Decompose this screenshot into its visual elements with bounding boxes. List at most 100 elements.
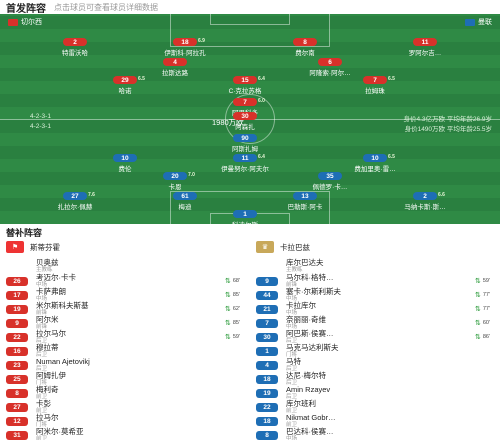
- substitution-icon: ⇅: [474, 278, 481, 285]
- player-name: 卡恩: [168, 184, 182, 191]
- away-player-8[interactable]: 61 梅迪: [155, 192, 215, 211]
- substitution-icon: ⇅: [474, 334, 481, 341]
- away-sub-row[interactable]: 1 马克马达利斯夫 门将: [256, 344, 496, 358]
- substitution-icon: ⇅: [474, 292, 481, 299]
- player-name: 梅迪: [178, 204, 192, 211]
- home-player-7[interactable]: 29 6.5 哈诺: [95, 76, 155, 95]
- sub-number: 22: [6, 332, 28, 342]
- away-sub-row[interactable]: 21 卡拉库尔 中场 ⇅ 77': [256, 302, 496, 316]
- jersey-number: 61: [173, 192, 197, 200]
- sub-position: 前锋: [36, 309, 48, 316]
- home-team-label[interactable]: 切尔西: [8, 17, 42, 27]
- sub-number: 30: [256, 332, 278, 342]
- home-sub-row[interactable]: 23 Numan Ajetovikj 后卫: [6, 358, 246, 372]
- home-player-11[interactable]: 30 阿森扎: [215, 112, 275, 131]
- sub-name: 奈丽丽·奇维: [286, 315, 326, 324]
- jersey-number: 10 6.5: [363, 154, 395, 162]
- away-player-1[interactable]: 90 阿斯扎姆: [215, 134, 275, 153]
- away-sub-row[interactable]: 8 巴达科·侯赛… 中场: [256, 428, 496, 440]
- home-sub-row[interactable]: 27 卡彭 前卫: [6, 400, 246, 414]
- home-sub-row[interactable]: 19 米尔斯科夫斯基 前锋 ⇅ 62': [6, 302, 246, 316]
- home-manager-row[interactable]: ⚑ 斯蒂芬霍: [6, 236, 246, 258]
- home-sub-row[interactable]: 25 阿姆扎伊 门将: [6, 372, 246, 386]
- player-name: 巴勒斯·阿卡: [287, 204, 323, 211]
- sub-number: 12: [6, 416, 28, 426]
- home-player-5[interactable]: 4 拉斯达路: [145, 58, 205, 77]
- home-player-3[interactable]: 8 费尔南: [275, 38, 335, 57]
- away-player-6[interactable]: 35 佩德罗·卡…: [300, 172, 360, 191]
- player-name: 扎拉尔·佩赫: [57, 204, 93, 211]
- sub-event: ⇅ 77': [475, 305, 490, 313]
- away-sub-row[interactable]: 18 达尼·梅尔特 后卫: [256, 372, 496, 386]
- away-player-7[interactable]: 27 7.6 扎拉尔·佩赫: [45, 192, 105, 211]
- substitution-icon: ⇅: [224, 334, 231, 341]
- player-name: 伊曼努尔·阿夫尔: [221, 166, 269, 173]
- page-title: 首发阵容: [6, 3, 46, 15]
- sub-minute: 60': [482, 320, 490, 326]
- jersey-number: 7 6.0: [233, 98, 265, 106]
- home-player-6[interactable]: 6 阿隆索·阿尔…: [300, 58, 360, 77]
- player-name: 阿斯扎姆: [232, 146, 258, 153]
- sub-position: 前锋: [286, 281, 298, 288]
- sub-number: 9: [6, 318, 28, 328]
- away-player-10[interactable]: 2 6.6 马纳卡斯·斯…: [395, 192, 455, 211]
- sub-position: 前卫: [36, 407, 48, 414]
- player-name: 费加里奥·雷…: [354, 166, 396, 173]
- away-sub-row[interactable]: 7 奈丽丽·奇维 中场 ⇅ 60': [256, 316, 496, 330]
- sub-number: 18: [256, 416, 278, 426]
- sub-minute: 85': [232, 320, 240, 326]
- home-player-9[interactable]: 7 6.5 拉姆珠: [345, 76, 405, 95]
- jersey-number: 15 6.4: [233, 76, 265, 84]
- home-player-1[interactable]: 2 特雷沃哈: [45, 38, 105, 57]
- jersey-number: 11 6.4: [233, 154, 265, 162]
- jersey-number: 4: [163, 58, 187, 66]
- sub-event: ⇅ 86': [475, 333, 490, 341]
- home-sub-row[interactable]: 8 梅利奇 前卫: [6, 386, 246, 400]
- jersey-number: 1: [233, 210, 257, 218]
- sub-position: 门将: [36, 421, 48, 428]
- away-sub-row[interactable]: 9 马尔科·格特… 前锋 ⇅ 59': [256, 274, 496, 288]
- player-name: 罗阿尔吉…: [408, 50, 442, 57]
- away-sub-row[interactable]: 30 阿巴斯·侯赛… 后卫 ⇅ 86': [256, 330, 496, 344]
- home-sub-row[interactable]: 12 拉马尔 门将: [6, 414, 246, 428]
- home-sub-row[interactable]: 17 卡萨弗朗 中场 ⇅ 85': [6, 288, 246, 302]
- home-player-8[interactable]: 15 6.4 C·克拉苏格: [215, 76, 275, 95]
- sub-event: ⇅ 60': [475, 319, 490, 327]
- home-player-4[interactable]: 11 罗阿尔吉…: [395, 38, 455, 57]
- home-sub-row[interactable]: 22 拉尔马尔 后卫 ⇅ 59': [6, 330, 246, 344]
- sub-position: 后卫: [286, 393, 298, 400]
- substitutes-section: 替补阵容 ⚑ 斯蒂芬霍 贝奥兹 主教练 26 考迈尔·卡卡 中场 ⇅ 68' 17 卡萨弗朗…: [0, 224, 500, 440]
- away-player-2[interactable]: 10 费伦: [95, 154, 155, 173]
- player-rating: 7.6: [88, 192, 95, 198]
- sub-name: 卡彭: [36, 399, 51, 408]
- away-player-4[interactable]: 10 6.5 费加里奥·雷…: [345, 154, 405, 173]
- player-name: 阿森扎: [235, 124, 255, 131]
- home-sub-row[interactable]: 31 阿米尔·莫希亚 前卫: [6, 428, 246, 440]
- away-player-9[interactable]: 13 巴勒斯·阿卡: [275, 192, 335, 211]
- home-coach-row[interactable]: 贝奥兹 主教练: [6, 258, 246, 274]
- away-sub-row[interactable]: 4 马特 后卫: [256, 358, 496, 372]
- away-sub-row[interactable]: 22 库尔班利 前卫: [256, 400, 496, 414]
- sub-event: ⇅ 68': [225, 277, 240, 285]
- away-manager-name: 卡拉巴兹: [280, 242, 310, 252]
- away-coach-name: 库尔巴达夫: [286, 258, 324, 267]
- home-player-2[interactable]: 18 6.9 伊斯科·阿拉孔: [155, 38, 215, 57]
- player-rating: 6.5: [388, 154, 395, 160]
- away-player-11[interactable]: 1科迪尔斯: [215, 210, 275, 224]
- sub-name: 阿尔米: [36, 315, 59, 324]
- sub-number: 8: [256, 430, 278, 440]
- substitution-icon: ⇅: [474, 320, 481, 327]
- away-sub-row[interactable]: 44 塞卡·尔斯利斯夫 中场 ⇅ 77': [256, 288, 496, 302]
- home-sub-row[interactable]: 16 穆拉蒂 后卫: [6, 344, 246, 358]
- away-team-label[interactable]: 曼联: [465, 17, 492, 27]
- away-sub-row[interactable]: 18 Nikmat Gobr… 前卫: [256, 414, 496, 428]
- away-player-3[interactable]: 11 6.4 伊曼努尔·阿夫尔: [215, 154, 275, 173]
- away-manager-row[interactable]: ♛ 卡拉巴兹: [256, 236, 496, 258]
- away-sub-row[interactable]: 19 Amin Rzayev 后卫: [256, 386, 496, 400]
- away-player-5[interactable]: 20 7.0 卡恩: [145, 172, 205, 191]
- home-sub-row[interactable]: 26 考迈尔·卡卡 中场 ⇅ 68': [6, 274, 246, 288]
- player-rating: 7.0: [188, 172, 195, 178]
- sub-name: 米尔斯科夫斯基: [36, 301, 89, 310]
- away-coach-row[interactable]: 库尔巴达夫 主教练: [256, 258, 496, 274]
- home-sub-row[interactable]: 9 阿尔米 前锋 ⇅ 85': [6, 316, 246, 330]
